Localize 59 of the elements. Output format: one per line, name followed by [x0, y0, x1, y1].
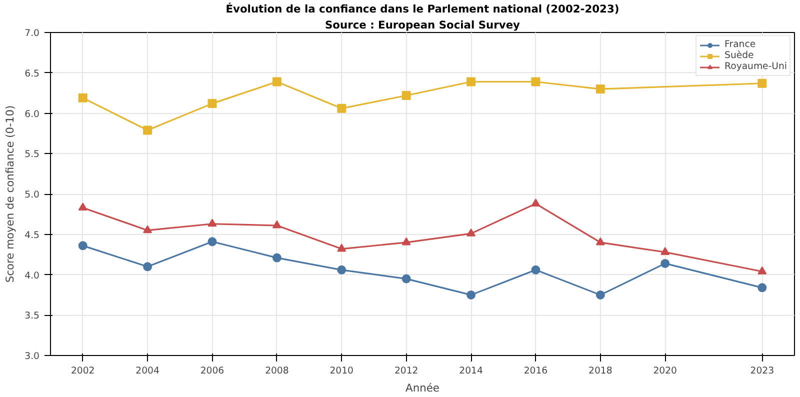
point	[143, 126, 152, 135]
y-tick-label: 5.5	[24, 149, 40, 160]
point	[531, 77, 540, 86]
x-tick-label: 2002	[70, 366, 95, 376]
point	[596, 84, 605, 94]
x-tick-label: 2006	[200, 366, 224, 376]
point	[402, 90, 411, 100]
y-tick-label: 6.5	[24, 68, 40, 80]
x-tick-label: 2014	[459, 366, 483, 376]
point	[466, 290, 476, 300]
point	[596, 237, 605, 246]
chart-title: Évolution de la confiance dans le Parlement national (2002-2023)	[226, 2, 620, 16]
chart-subtitle: Source : European Social Survey	[325, 18, 520, 32]
point	[208, 218, 217, 227]
legend-label: France	[724, 39, 756, 50]
point	[531, 265, 540, 274]
point	[758, 78, 767, 88]
point	[466, 228, 476, 236]
point	[272, 220, 282, 228]
y-tick-label: 6.0	[24, 108, 40, 120]
x-tick-label: 2012	[394, 366, 418, 376]
x-tick-label: 2016	[524, 366, 548, 376]
y-axis-title: Score moyen de confiance (0-10)	[4, 105, 17, 283]
point	[78, 93, 88, 102]
point	[337, 104, 346, 113]
y-tick-label: 7.0	[24, 28, 40, 39]
point	[78, 241, 88, 250]
x-tick-label: 2023	[750, 366, 774, 376]
y-tick-label: 3.5	[24, 310, 40, 322]
point	[402, 237, 411, 246]
point	[337, 244, 346, 252]
point	[272, 77, 282, 86]
point	[758, 266, 767, 274]
x-tick-label: 2020	[653, 366, 678, 376]
y-tick-label: 3.0	[24, 351, 40, 362]
x-axis-title: Année	[406, 382, 440, 394]
point	[660, 247, 670, 255]
y-tick-label: 5.0	[24, 190, 40, 200]
point	[143, 262, 152, 272]
point	[337, 265, 346, 274]
y-tick-label: 4.5	[24, 230, 40, 241]
y-tick-label: 4.0	[24, 270, 40, 282]
point	[466, 77, 476, 86]
x-tick-label: 2004	[136, 366, 160, 376]
point	[78, 202, 88, 211]
point	[208, 99, 217, 108]
point	[660, 258, 670, 268]
x-tick-label: 2018	[588, 366, 612, 376]
point	[272, 253, 282, 262]
x-tick-label: 2008	[265, 366, 289, 376]
point	[531, 198, 540, 206]
point	[596, 290, 605, 300]
point	[758, 283, 767, 292]
x-tick-label: 2010	[330, 366, 354, 376]
point	[143, 225, 152, 234]
point	[402, 274, 411, 284]
legend-label: Suède	[724, 50, 754, 61]
point	[208, 237, 217, 246]
legend-label: Royaume-Uni	[724, 61, 787, 72]
